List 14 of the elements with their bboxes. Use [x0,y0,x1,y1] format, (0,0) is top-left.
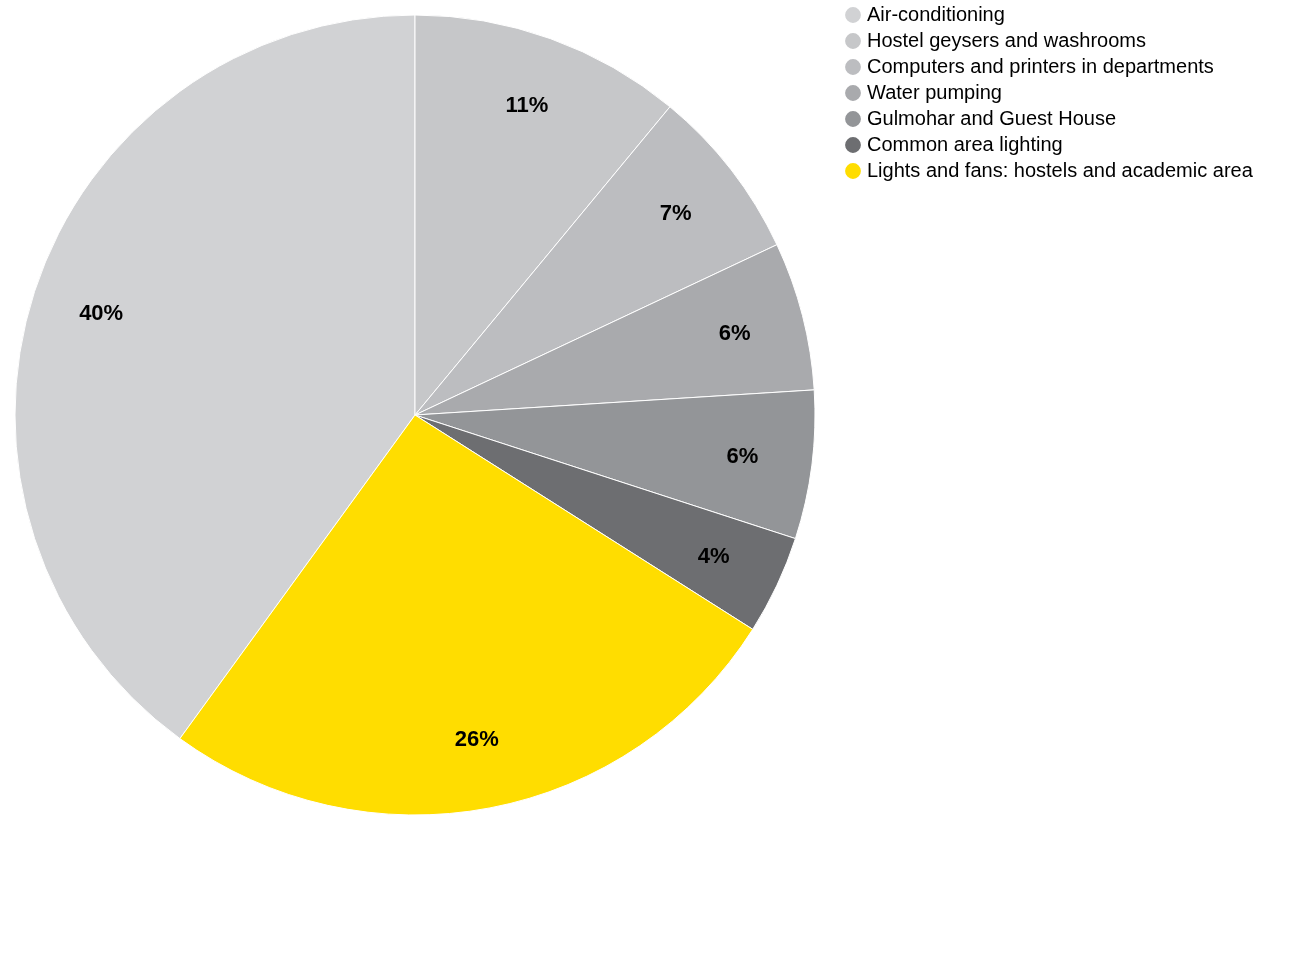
data-label: 7% [659,199,692,225]
legend-label: Gulmohar and Guest House [867,107,1117,129]
data-label: 6% [718,319,751,345]
data-label: 40% [79,300,124,326]
data-label: 6% [726,443,759,469]
legend-label: Water pumping [867,81,1002,103]
legend-label: Air-conditioning [867,3,1005,25]
data-label: 26% [454,726,499,752]
data-label: 11% [505,91,549,117]
legend-label: Computers and printers in departments [867,55,1214,77]
legend-label: Common area lighting [867,133,1063,155]
legend-label: Lights and fans: hostels and academic area [867,159,1254,181]
legend-label: Hostel geysers and washrooms [867,29,1147,51]
data-label: 4% [697,542,730,568]
